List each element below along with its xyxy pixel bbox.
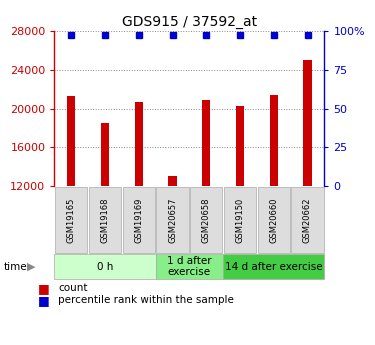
Text: GSM19150: GSM19150 <box>236 197 244 243</box>
Text: GSM19169: GSM19169 <box>134 197 143 243</box>
Text: count: count <box>58 283 88 293</box>
Text: GSM19165: GSM19165 <box>67 197 76 243</box>
Bar <box>168 176 177 186</box>
Text: GSM20660: GSM20660 <box>269 197 278 243</box>
Text: GSM20658: GSM20658 <box>202 197 211 243</box>
Bar <box>67 96 75 186</box>
Text: 1 d after
exercise: 1 d after exercise <box>167 256 211 277</box>
Bar <box>202 100 210 186</box>
Bar <box>270 95 278 186</box>
Bar <box>135 102 143 186</box>
Text: GSM20657: GSM20657 <box>168 197 177 243</box>
Title: GDS915 / 37592_at: GDS915 / 37592_at <box>122 14 257 29</box>
Bar <box>303 60 312 186</box>
Text: ■: ■ <box>38 294 49 307</box>
Bar <box>236 106 244 186</box>
Text: ■: ■ <box>38 282 49 295</box>
Text: GSM20662: GSM20662 <box>303 197 312 243</box>
Text: time: time <box>4 262 27 272</box>
Text: 0 h: 0 h <box>97 262 113 272</box>
Bar <box>101 123 109 186</box>
Text: GSM19168: GSM19168 <box>100 197 109 243</box>
Text: percentile rank within the sample: percentile rank within the sample <box>58 295 234 305</box>
Text: ▶: ▶ <box>27 262 36 272</box>
Text: 14 d after exercise: 14 d after exercise <box>225 262 322 272</box>
